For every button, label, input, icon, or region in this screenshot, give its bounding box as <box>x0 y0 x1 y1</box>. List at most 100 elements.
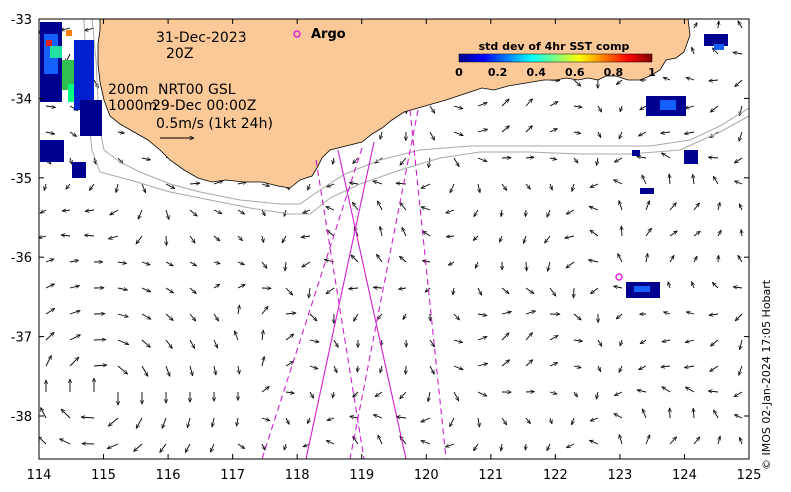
current-vector <box>550 417 552 424</box>
current-vector <box>93 365 107 366</box>
current-vector <box>693 174 694 185</box>
current-vector <box>189 183 200 184</box>
current-vector <box>499 235 502 242</box>
current-vector <box>620 105 622 112</box>
current-vector <box>213 235 220 241</box>
current-vector <box>141 313 151 319</box>
current-vector <box>108 417 119 426</box>
current-vector <box>473 443 479 451</box>
current-vector <box>285 361 294 367</box>
current-vector <box>453 365 463 370</box>
current-vector <box>376 254 383 263</box>
current-vector <box>303 209 311 214</box>
current-vector <box>669 255 674 263</box>
current-vector <box>474 261 478 268</box>
current-vector <box>137 209 143 219</box>
current-vector <box>237 262 244 266</box>
current-vector <box>449 183 455 193</box>
current-vector <box>573 340 582 341</box>
current-vector <box>428 157 430 168</box>
current-vector <box>590 183 599 188</box>
current-vector <box>214 365 216 375</box>
current-vector <box>550 183 552 190</box>
current-vector <box>453 391 460 401</box>
current-vector <box>733 52 743 54</box>
y-tick-label: -34 <box>11 92 32 107</box>
current-vector <box>642 409 647 419</box>
current-vector <box>421 417 431 423</box>
current-vector <box>373 181 383 185</box>
x-tick-label: 117 <box>220 468 245 483</box>
current-vector <box>353 157 359 164</box>
current-vector <box>69 334 80 341</box>
current-vector <box>262 356 264 367</box>
current-vector <box>107 443 119 449</box>
current-vector <box>614 286 623 288</box>
current-vector <box>400 157 407 165</box>
current-vector <box>380 365 382 373</box>
current-vector <box>737 21 743 29</box>
current-vector <box>638 131 647 137</box>
current-vector <box>332 391 334 398</box>
sst-stddev-patches <box>40 22 728 298</box>
current-vector <box>400 202 407 211</box>
current-vector <box>396 183 407 184</box>
current-vector <box>45 259 54 263</box>
current-vector <box>712 282 719 289</box>
colorbar-tick-label: 0.4 <box>526 66 546 79</box>
current-vector <box>739 131 743 141</box>
current-vector <box>349 183 359 184</box>
argo-legend-label: Argo <box>311 27 346 42</box>
colorbar-tick-label: 0.2 <box>488 66 508 79</box>
current-vector <box>69 357 79 367</box>
current-vector <box>308 183 310 190</box>
current-vector <box>619 435 623 445</box>
current-vector <box>693 231 700 237</box>
current-vector <box>234 331 239 341</box>
current-vector <box>478 183 480 193</box>
current-vector <box>333 339 339 347</box>
current-vector <box>402 313 406 320</box>
current-vector <box>165 209 169 219</box>
current-vector <box>739 437 742 445</box>
current-vector <box>212 417 214 427</box>
current-vector <box>453 340 463 343</box>
current-vector <box>60 28 71 30</box>
current-vector <box>572 183 574 191</box>
current-vector <box>617 254 623 263</box>
current-vector <box>117 313 128 317</box>
current-vector <box>686 312 695 314</box>
current-vector <box>351 255 359 263</box>
current-vector <box>189 261 196 266</box>
current-vector <box>590 230 599 237</box>
current-vector <box>189 209 197 216</box>
y-tick-label: -36 <box>11 251 32 266</box>
current-vector <box>545 235 551 243</box>
current-vector <box>669 437 677 445</box>
current-vector <box>525 311 536 315</box>
current-vector <box>84 235 95 236</box>
current-vector <box>525 287 534 294</box>
current-vector <box>61 409 71 419</box>
current-vector <box>160 443 167 452</box>
current-vector <box>739 365 743 375</box>
current-vector <box>89 183 95 190</box>
current-vector <box>353 436 359 445</box>
x-tick-label: 120 <box>414 468 439 483</box>
current-vector <box>735 79 743 87</box>
current-vector <box>117 365 128 374</box>
current-vector <box>525 333 532 341</box>
current-vector <box>213 284 220 289</box>
current-vector <box>69 131 77 136</box>
current-vector <box>165 365 170 376</box>
current-vector <box>110 209 119 215</box>
current-vector <box>573 157 578 163</box>
current-vector <box>396 417 407 418</box>
current-vector <box>718 255 719 263</box>
current-vector <box>669 174 670 185</box>
current-vector <box>572 417 574 425</box>
current-vector <box>94 157 96 164</box>
current-vector <box>693 203 699 211</box>
current-vector <box>448 262 455 266</box>
